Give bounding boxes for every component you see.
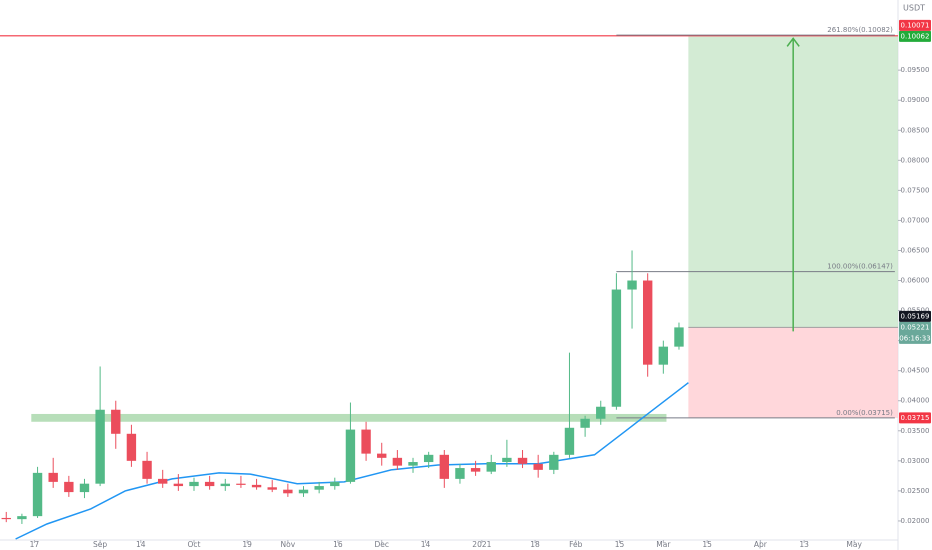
price-tag — [899, 30, 931, 42]
x-tick-label: 13 — [799, 540, 809, 549]
fib-label: 100.00%(0.06147) — [827, 263, 893, 271]
y-tick-label: 0.03000 — [901, 457, 930, 465]
candle-body — [236, 483, 246, 485]
candle-body — [142, 460, 152, 479]
x-tick-label: 2021 — [472, 540, 491, 549]
candle-body — [32, 472, 43, 517]
y-tick-label: 0.08000 — [901, 156, 930, 164]
arrow-head — [786, 37, 800, 47]
y-tick-label: 0.08500 — [901, 126, 930, 134]
price-tag-label: 0.03715 — [901, 414, 930, 422]
candle-body — [517, 457, 528, 464]
y-tick-label: 0.03500 — [901, 427, 930, 435]
candle-body — [408, 462, 418, 466]
candle-body — [283, 489, 293, 494]
x-tick-label: May — [846, 540, 862, 549]
support-zone — [31, 413, 667, 422]
candle-body — [455, 468, 465, 479]
candle-body — [298, 489, 309, 494]
candle-body — [611, 289, 622, 407]
candle-body — [158, 478, 168, 484]
x-tick-label: 16 — [333, 540, 343, 549]
x-tick-label: Oct — [188, 540, 201, 549]
candle-body — [17, 516, 27, 520]
x-tick-label: Apr — [754, 540, 768, 549]
x-tick-label: Feb — [569, 540, 583, 549]
candle-body — [596, 406, 606, 419]
candle-body — [314, 486, 324, 490]
candle-body — [392, 457, 403, 466]
y-tick-label: 0.09000 — [901, 96, 930, 104]
y-tick-label: 0.02000 — [901, 517, 930, 525]
candle-body — [173, 483, 184, 487]
candle-body — [627, 280, 637, 290]
y-tick-label: 0.07500 — [901, 186, 930, 194]
x-tick-label: 14 — [421, 540, 431, 549]
candle-body — [439, 454, 449, 479]
candle-body — [330, 481, 340, 487]
fib-label: 0.00%(0.03715) — [836, 409, 893, 417]
candle-body — [189, 481, 199, 487]
candle-body — [564, 427, 575, 455]
y-tick-label: 0.06000 — [901, 277, 930, 285]
loss-zone — [688, 327, 898, 418]
candle-body — [1, 517, 11, 520]
candle-body — [111, 409, 121, 434]
x-tick-label: Mar — [656, 540, 671, 549]
candle-body — [580, 418, 590, 428]
candle-body — [549, 454, 559, 470]
price-tag-label: 0.10062 — [901, 32, 930, 40]
moving-average — [15, 382, 689, 540]
x-tick-label: 18 — [530, 540, 540, 549]
y-tick-label: 0.06500 — [901, 246, 930, 254]
y-tick-label: 0.09500 — [901, 66, 930, 74]
price-tag — [899, 19, 931, 31]
price-tag-label: 0.05169 — [901, 312, 930, 320]
candle-body — [423, 454, 434, 463]
candle-body — [361, 429, 371, 454]
x-tick-label: 17 — [30, 540, 40, 549]
candle-body — [48, 472, 58, 482]
x-tick-label: 15 — [615, 540, 625, 549]
x-tick-label: 14 — [136, 540, 146, 549]
y-tick-label: 0.07000 — [901, 216, 930, 224]
x-tick-label: Nov — [281, 540, 296, 549]
candle-body — [486, 462, 496, 472]
candle-body — [64, 481, 74, 493]
y-tick-label: 0.04500 — [901, 367, 930, 375]
fib-label: 261.80%(0.10082) — [827, 26, 893, 34]
y-tick-label: 0.05500 — [901, 307, 930, 315]
candle-body — [533, 463, 543, 470]
price-tag-label: 0.10071 — [901, 21, 930, 29]
x-tick-label: 19 — [242, 540, 252, 549]
candle-body — [377, 453, 387, 458]
price-tag — [899, 321, 931, 344]
candle-body — [95, 409, 105, 484]
candle-body — [470, 468, 481, 472]
y-tick-label: 0.02500 — [901, 487, 930, 495]
candle-body — [502, 457, 512, 463]
candle-body — [79, 483, 90, 493]
price-tag-label: 0.05221 — [901, 323, 930, 331]
countdown: 06:16:33 — [899, 334, 930, 342]
candle-body — [126, 433, 137, 461]
candle-body — [642, 280, 653, 365]
y-tick-label: 0.04000 — [901, 397, 930, 405]
candle-body — [345, 429, 356, 482]
candle-body — [204, 481, 215, 487]
candle-body — [674, 327, 684, 347]
candle-body — [267, 487, 277, 490]
candle-body — [658, 346, 669, 365]
x-tick-label: 15 — [702, 540, 712, 549]
price-tag — [899, 310, 931, 322]
x-tick-label: Dec — [374, 540, 389, 549]
price-tag — [899, 412, 931, 424]
currency-label: USDT — [903, 4, 925, 13]
candle-body — [251, 484, 262, 488]
x-tick-label: Sep — [93, 540, 107, 549]
candle-body — [220, 483, 230, 487]
